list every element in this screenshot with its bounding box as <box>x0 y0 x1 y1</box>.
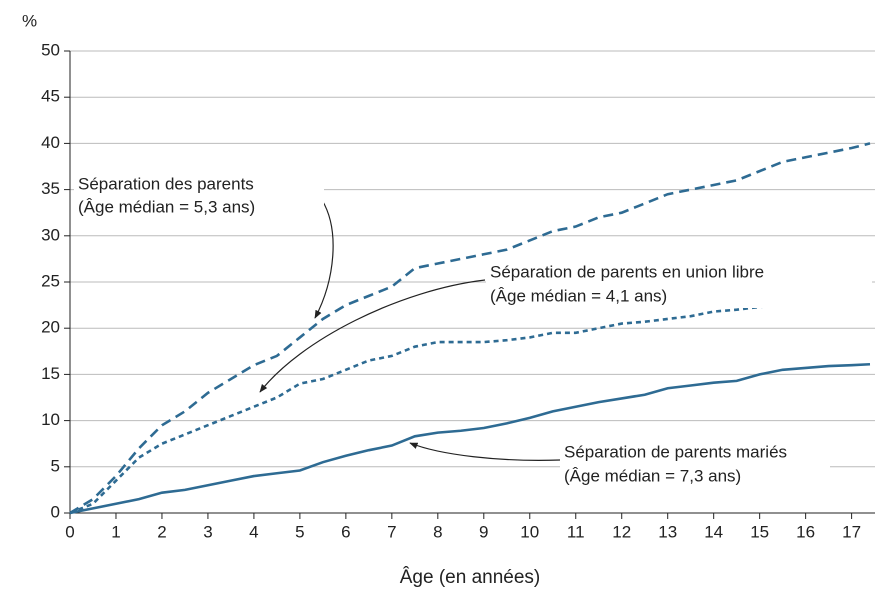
x-tick-label: 6 <box>341 522 350 541</box>
x-tick-label: 2 <box>157 522 166 541</box>
series-line <box>69 362 871 515</box>
x-tick-label: 3 <box>203 522 212 541</box>
x-tick-label: 5 <box>295 522 304 541</box>
y-tick-label: 0 <box>51 502 60 521</box>
annotation: (Âge médian = 7,3 ans) <box>564 466 741 485</box>
y-tick-label: 50 <box>41 40 60 59</box>
y-tick-label: 30 <box>41 225 60 244</box>
x-tick-label: 1 <box>111 522 120 541</box>
y-tick-label: 45 <box>41 87 60 106</box>
y-tick-label: 5 <box>51 456 60 475</box>
y-axis-label: % <box>22 11 37 30</box>
x-tick-label: 13 <box>658 522 677 541</box>
annotation: Séparation des parents <box>78 174 254 193</box>
y-tick-label: 35 <box>41 179 60 198</box>
x-tick-label: 16 <box>796 522 815 541</box>
annotation: Séparation de parents en union libre <box>490 262 764 281</box>
x-tick-label: 11 <box>567 522 585 541</box>
annotation-bg <box>74 172 324 220</box>
annotation-bg <box>560 440 830 488</box>
arrow <box>259 279 486 393</box>
arrow <box>409 442 561 461</box>
x-tick-label: 4 <box>249 522 258 541</box>
arrow <box>314 199 334 319</box>
y-tick-label: 10 <box>41 410 60 429</box>
series-line <box>69 142 871 515</box>
y-tick-label: 25 <box>41 271 60 290</box>
annotation: Séparation de parents mariés <box>564 442 787 461</box>
series-line <box>69 291 871 515</box>
annotation: (Âge médian = 4,1 ans) <box>490 286 667 305</box>
x-tick-label: 9 <box>479 522 488 541</box>
x-tick-label: 7 <box>387 522 396 541</box>
annotation-bg <box>486 260 872 308</box>
x-tick-label: 0 <box>65 522 74 541</box>
x-tick-label: 10 <box>520 522 539 541</box>
x-tick-label: 8 <box>433 522 442 541</box>
y-tick-label: 20 <box>41 318 60 337</box>
y-tick-label: 15 <box>41 364 60 383</box>
annotation: (Âge médian = 5,3 ans) <box>78 197 255 216</box>
x-tick-label: 15 <box>750 522 769 541</box>
x-axis-label: Âge (en années) <box>400 566 541 588</box>
x-tick-label: 12 <box>612 522 631 541</box>
y-tick-label: 40 <box>41 133 60 152</box>
x-tick-label: 17 <box>842 522 861 541</box>
x-tick-label: 14 <box>704 522 723 541</box>
